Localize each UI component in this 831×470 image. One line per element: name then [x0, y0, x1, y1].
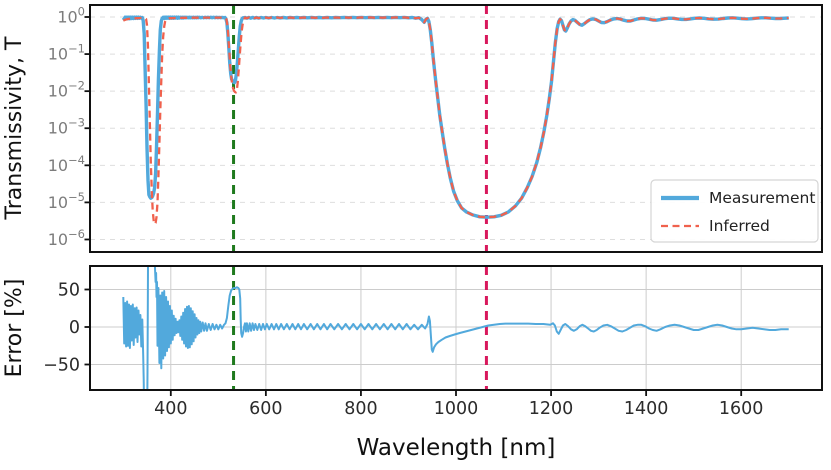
svg-text:10−3: 10−3 [48, 116, 85, 138]
svg-text:600: 600 [249, 399, 282, 419]
bottom-y-axis-label: Error [%] [2, 279, 27, 378]
top-curves [121, 15, 789, 226]
bottom-curves [122, 266, 789, 390]
svg-text:−50: −50 [43, 356, 80, 376]
svg-text:10−4: 10−4 [48, 153, 85, 175]
svg-text:10−2: 10−2 [48, 79, 85, 101]
svg-text:1200: 1200 [529, 399, 574, 419]
svg-text:10−5: 10−5 [48, 190, 85, 212]
legend-measurement-label: Measurement [709, 189, 815, 207]
svg-text:0: 0 [69, 318, 80, 338]
svg-text:10−1: 10−1 [48, 42, 85, 64]
legend-box [650, 179, 819, 243]
svg-text:100: 100 [57, 5, 85, 27]
svg-text:800: 800 [344, 399, 377, 419]
svg-text:1000: 1000 [434, 399, 479, 419]
error-curve [122, 266, 789, 390]
top-y-axis-label: Transmissivity, T [2, 36, 27, 220]
svg-text:50: 50 [58, 281, 80, 301]
inferred-curve [122, 16, 789, 226]
svg-text:1600: 1600 [719, 399, 764, 419]
svg-text:400: 400 [154, 399, 187, 419]
svg-text:1400: 1400 [624, 399, 669, 419]
tick-marks: 100 10−1 10−2 10−3 10−4 10−5 10−6 400 600 800 1000… [43, 5, 763, 420]
legend-inferred-label: Inferred [709, 217, 770, 235]
bottom-vlines [232, 266, 488, 390]
top-vlines [232, 5, 488, 252]
svg-text:10−6: 10−6 [48, 227, 85, 249]
legend: Measurement Inferred [650, 179, 819, 243]
x-axis-label: Wavelength [nm] [357, 435, 556, 461]
